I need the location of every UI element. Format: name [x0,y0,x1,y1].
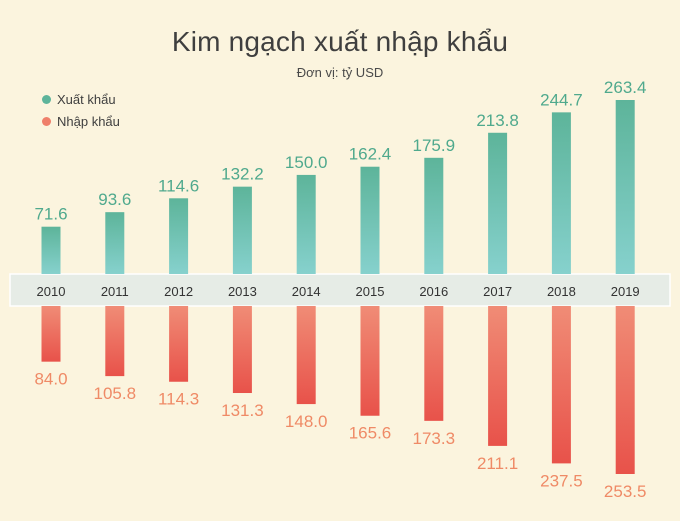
year-tick-label-2018: 2018 [547,284,576,299]
export-bar-2017 [488,132,508,274]
import-bar-2014 [296,306,316,405]
import-value-label-2015: 165.6 [349,424,392,443]
import-value-label-2018: 237.5 [540,471,583,490]
export-value-label-2016: 175.9 [413,136,456,155]
export-bar-2013 [232,186,252,274]
import-value-label-2019: 253.5 [604,482,647,501]
legend-swatch-import [42,116,51,126]
export-bar-2012 [169,198,189,274]
export-bar-2010 [41,226,61,274]
export-bar-2014 [296,174,316,274]
import-bar-2017 [488,306,508,446]
import-bar-2018 [551,306,571,464]
year-tick-label-2016: 2016 [419,284,448,299]
export-value-label-2015: 162.4 [349,145,392,164]
year-tick-label-2014: 2014 [292,284,321,299]
import-value-label-2016: 173.3 [413,429,456,448]
export-bar-2011 [105,212,125,274]
legend-label-import: Nhập khẩu [57,113,120,129]
year-tick-label-2013: 2013 [228,284,257,299]
import-value-label-2010: 84.0 [34,370,67,389]
import-bar-2012 [169,306,189,382]
year-tick-label-2011: 2011 [101,284,129,299]
export-value-label-2017: 213.8 [476,111,519,130]
import-bar-2013 [232,306,252,394]
import-bar-2010 [41,306,61,362]
legend-item-export: Xuất khẩu [42,88,120,110]
import-bar-2019 [615,306,635,474]
year-tick-label-2012: 2012 [164,284,193,299]
export-bar-2018 [551,112,571,274]
legend-label-export: Xuất khẩu [57,91,116,107]
export-value-label-2019: 263.4 [604,78,647,97]
export-value-label-2018: 244.7 [540,90,583,109]
import-value-label-2013: 131.3 [221,401,264,420]
legend-swatch-export [42,94,51,104]
import-bar-2015 [360,306,380,416]
export-value-label-2012: 114.6 [158,176,199,195]
chart-subtitle: Đơn vị: tỷ USD [296,65,384,80]
export-value-label-2010: 71.6 [34,205,67,224]
export-value-label-2011: 93.6 [98,190,131,209]
import-value-label-2017: 211.1 [477,454,518,473]
import-bar-2011 [105,306,125,377]
export-bar-2016 [424,157,444,274]
import-value-label-2011: 105.8 [94,384,137,403]
axis-band [9,273,671,307]
year-tick-label-2019: 2019 [611,284,640,299]
legend-item-import: Nhập khẩu [42,110,120,132]
export-value-label-2013: 132.2 [221,165,264,184]
year-tick-label-2015: 2015 [356,284,385,299]
year-tick-label-2010: 2010 [37,284,66,299]
chart-title: Kim ngạch xuất nhập khẩu [171,26,509,57]
import-value-label-2014: 148.0 [285,412,328,431]
import-value-label-2012: 114.3 [158,390,199,409]
export-bar-2015 [360,166,380,274]
export-bar-2019 [615,100,635,274]
year-tick-label-2017: 2017 [483,284,512,299]
import-bar-2016 [424,306,444,421]
chart-legend: Xuất khẩu Nhập khẩu [42,88,120,132]
export-value-label-2014: 150.0 [285,153,328,172]
